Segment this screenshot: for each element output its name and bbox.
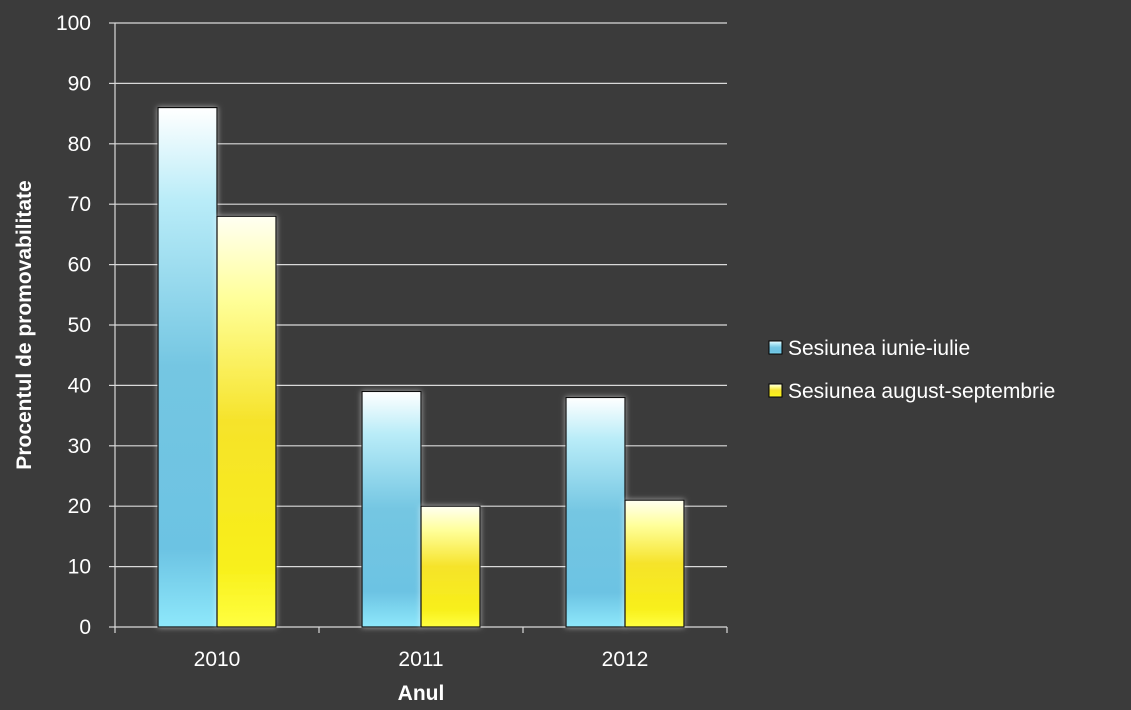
tick-labels: 0 10 20 30 40 50 60 70 80 90 100 2010 2011 2012 xyxy=(56,12,648,671)
bars xyxy=(157,106,685,628)
bar-2012-iunie-iulie xyxy=(565,396,626,628)
x-tick-label: 2010 xyxy=(194,648,241,671)
y-tick-label: 0 xyxy=(79,616,91,639)
y-tick-label: 40 xyxy=(68,374,91,397)
y-tick-label: 20 xyxy=(68,495,91,518)
legend-label-august-septembrie: Sesiunea august-septembrie xyxy=(788,380,1055,403)
legend-swatch-august-septembrie xyxy=(768,383,783,398)
y-tick-label: 90 xyxy=(68,72,91,95)
legend-swatch-iunie-iulie xyxy=(768,340,783,355)
bar-2010-august-septembrie xyxy=(216,215,277,628)
y-tick-label: 10 xyxy=(68,556,91,579)
y-axis-title: Procentul de promovabilitate xyxy=(13,180,36,469)
legend-label-iunie-iulie: Sesiunea iunie-iulie xyxy=(788,337,970,360)
y-tick-label: 70 xyxy=(68,193,91,216)
legend: Sesiunea iunie-iulie Sesiunea august-sep… xyxy=(768,337,1055,403)
bar-2012-august-septembrie xyxy=(624,499,685,628)
y-tick-label: 30 xyxy=(68,435,91,458)
bar-2010-iunie-iulie xyxy=(157,106,218,628)
y-tick-label: 100 xyxy=(56,12,91,35)
x-tick-label: 2012 xyxy=(602,648,649,671)
bar-2011-iunie-iulie xyxy=(361,390,422,628)
x-tick-label: 2011 xyxy=(398,648,443,671)
bar-2011-august-septembrie xyxy=(420,505,481,628)
y-tick-label: 80 xyxy=(68,133,91,156)
y-tick-label: 60 xyxy=(68,254,91,277)
x-axis-title: Anul xyxy=(398,682,445,705)
y-tick-label: 50 xyxy=(68,314,91,337)
